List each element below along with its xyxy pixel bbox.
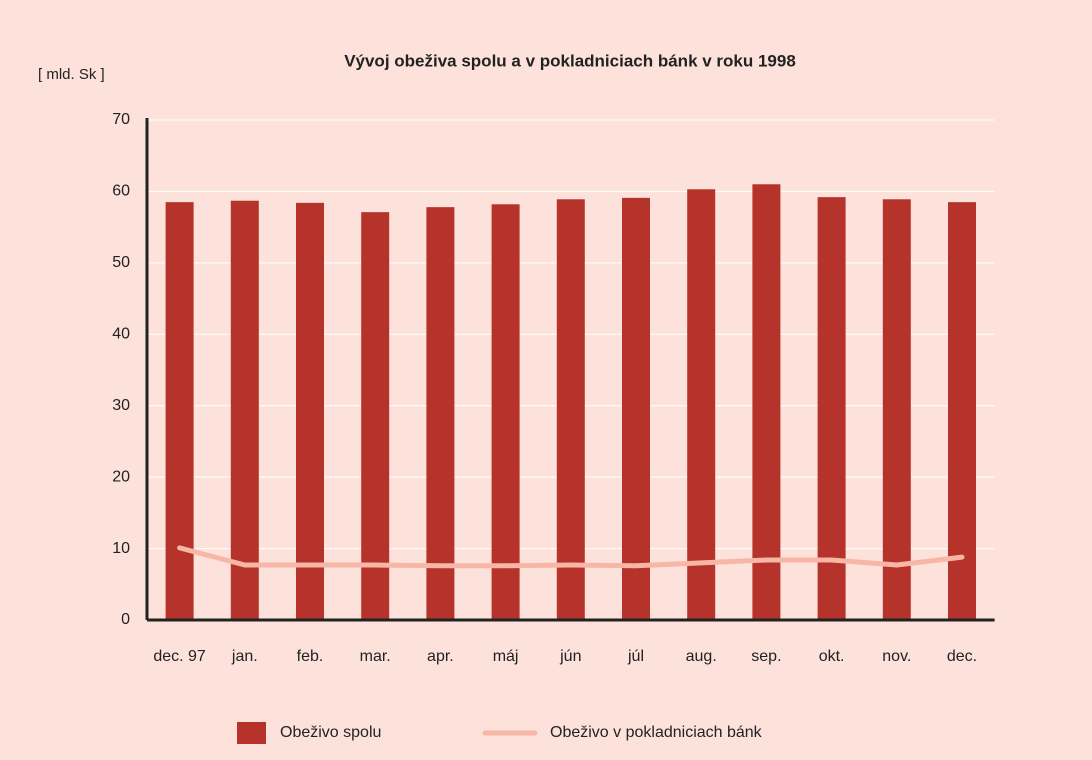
bar <box>296 202 324 620</box>
bar <box>491 204 520 621</box>
y-tick-label: 70 <box>112 111 130 128</box>
line <box>177 545 965 569</box>
x-tick-label: nov. <box>882 648 911 665</box>
bar <box>948 202 976 620</box>
y-axis-label: [ mld. Sk ] <box>38 66 105 83</box>
x-tick-label: apr. <box>427 648 454 665</box>
x-tick-label: máj <box>493 648 519 665</box>
y-tick-label: 10 <box>112 540 130 557</box>
bar <box>230 200 259 620</box>
bar <box>687 189 716 621</box>
x-tick-label: sep. <box>751 648 781 665</box>
x-tick-label: júl <box>627 648 644 665</box>
x-tick-label: dec. <box>947 648 977 665</box>
y-tick-label: 20 <box>112 468 130 485</box>
bar <box>361 212 390 620</box>
y-tick-label: 0 <box>121 611 130 628</box>
bar <box>426 207 455 620</box>
chart-title: Vývoj obeživa spolu a v pokladniciach bá… <box>344 51 796 70</box>
x-tick-label: aug. <box>686 648 717 665</box>
y-tick-label: 40 <box>112 326 130 343</box>
x-tick-label: feb. <box>297 648 324 665</box>
x-tick-label: dec. 97 <box>153 648 206 665</box>
y-tick-label: 50 <box>112 254 130 271</box>
bar <box>882 199 911 621</box>
x-tick-label: jún <box>559 648 581 665</box>
bar <box>817 197 846 620</box>
bar <box>165 202 194 620</box>
bar <box>752 184 781 621</box>
bar <box>556 199 585 621</box>
legend-label: Obeživo v pokladniciach bánk <box>550 724 763 741</box>
legend-swatch <box>237 722 266 744</box>
legend-label: Obeživo spolu <box>280 724 381 741</box>
y-tick-label: 60 <box>112 183 130 200</box>
x-tick-label: mar. <box>360 648 391 665</box>
x-tick-label: jan. <box>231 648 258 665</box>
bar <box>622 197 650 620</box>
x-tick-label: okt. <box>819 648 845 665</box>
y-tick-label: 30 <box>112 397 130 414</box>
